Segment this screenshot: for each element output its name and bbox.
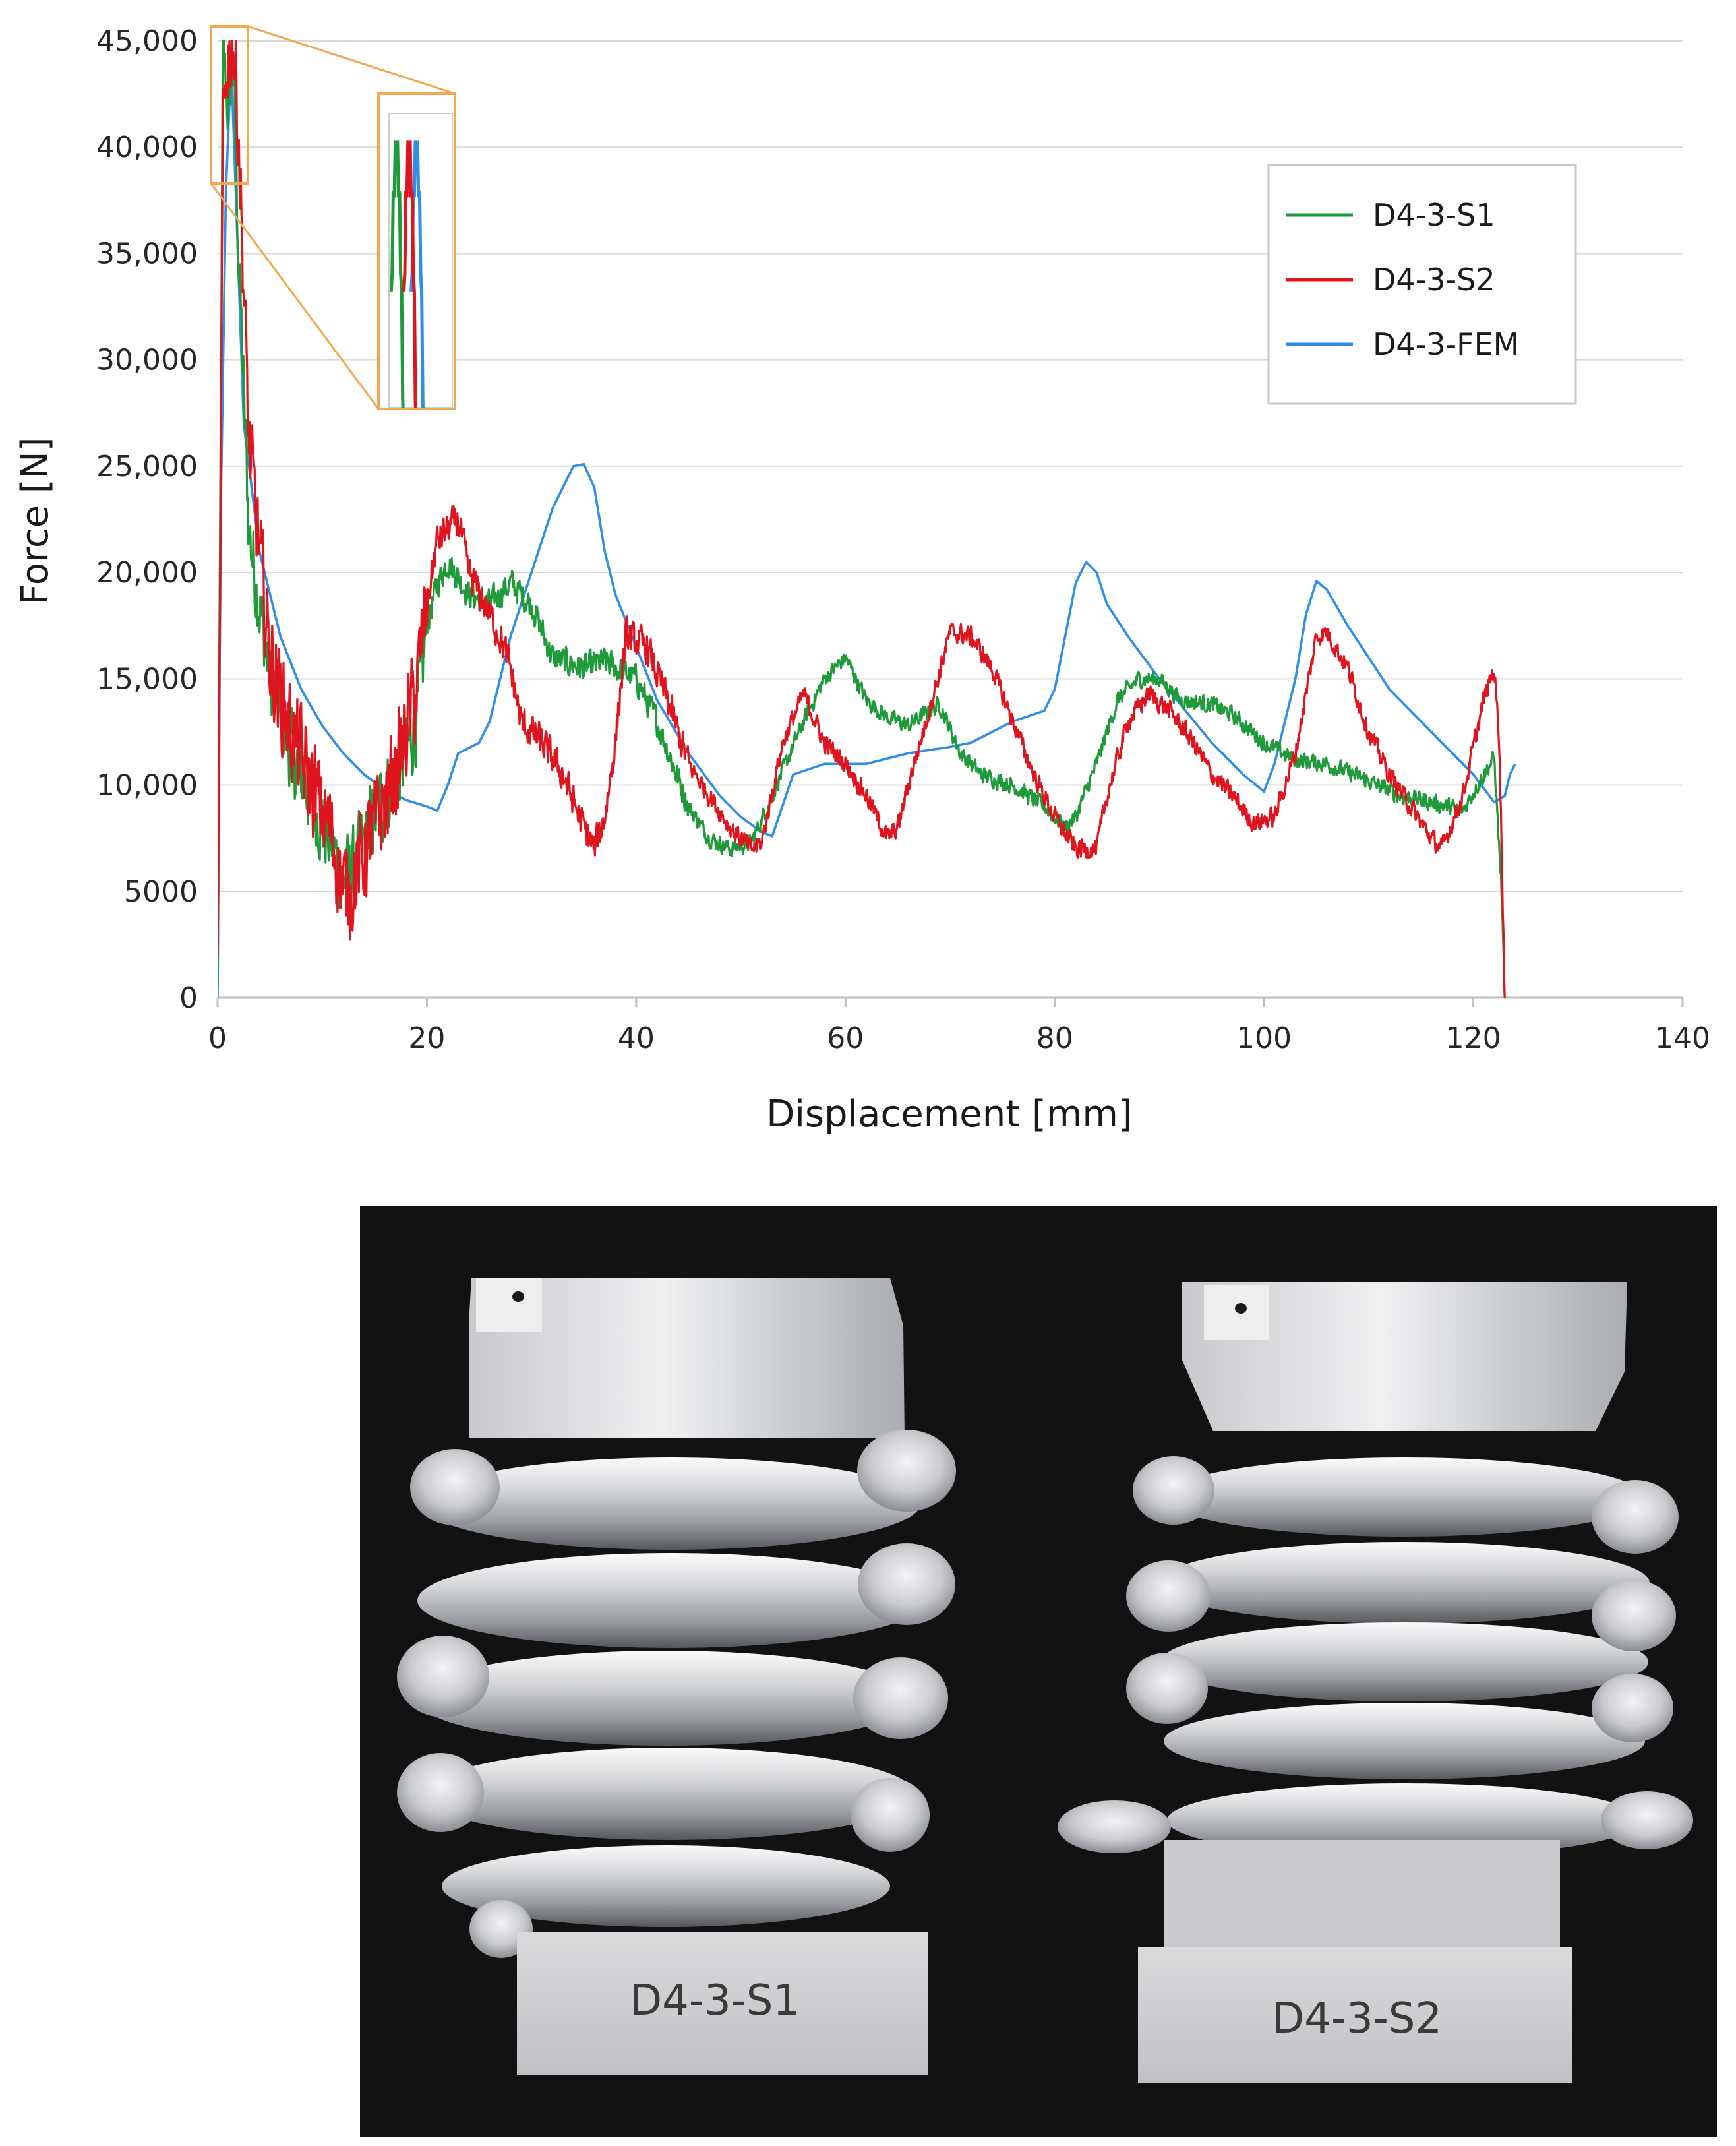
y-axis-title: Force [N] <box>14 437 57 605</box>
specimen-left-tag <box>476 1278 542 1332</box>
zoom-source-box <box>210 25 249 185</box>
inset-line-D4-3-S1 <box>389 140 405 408</box>
y-tick-label: 40,000 <box>96 131 198 164</box>
specimen-photo: D4-3-S1 <box>360 1206 1717 2137</box>
x-tick-label: 80 <box>1036 1022 1073 1055</box>
series-layer <box>218 40 1516 998</box>
gridlines <box>218 40 1683 892</box>
x-axis-ticks: 0 20 40 60 80 100 120 140 <box>208 998 1710 1055</box>
x-tick-label: 0 <box>208 1022 227 1055</box>
specimen-left-label: D4-3-S1 <box>630 1977 800 2025</box>
specimen-left: D4-3-S1 <box>397 1278 956 2075</box>
specimen-left-hole <box>512 1291 524 1302</box>
legend-box <box>1267 164 1577 405</box>
y-tick-label: 45,000 <box>96 24 198 58</box>
x-axis-title: Displacement [mm] <box>766 1093 1133 1136</box>
specimen-right-folds <box>1058 1456 1693 1857</box>
specimen-right-base <box>1138 1947 1572 2083</box>
x-tick-label: 20 <box>408 1022 445 1055</box>
legend-label-D4-3-FEM: D4-3-FEM <box>1373 326 1519 362</box>
x-tick-label: 40 <box>618 1022 655 1055</box>
specimen-right-label: D4-3-S2 <box>1272 1994 1442 2043</box>
zoom-inset-frame <box>388 113 453 408</box>
x-tick-label: 140 <box>1655 1022 1710 1055</box>
specimen-right: D4-3-S2 <box>1058 1282 1693 2083</box>
y-tick-label: 10,000 <box>96 769 198 803</box>
x-tick-label: 120 <box>1446 1022 1501 1055</box>
zoom-connector-top <box>247 25 456 95</box>
y-tick-label: 35,000 <box>96 237 198 270</box>
series-line-D4-3-FEM <box>218 61 1516 998</box>
legend-label-D4-3-S1: D4-3-S1 <box>1373 197 1495 233</box>
legend[interactable]: D4-3-S1 D4-3-S2 D4-3-FEM <box>1267 164 1577 405</box>
y-tick-label: 30,000 <box>96 344 198 377</box>
x-tick-label: 60 <box>827 1022 864 1055</box>
inset-line-D4-3-FEM <box>409 140 425 408</box>
specimen-left-folds <box>397 1430 956 1958</box>
specimen-right-top <box>1182 1282 1627 1431</box>
y-tick-label: 5000 <box>124 875 198 909</box>
x-tick-label: 100 <box>1236 1022 1292 1055</box>
y-tick-label: 20,000 <box>96 556 198 590</box>
specimen-left-top <box>469 1278 905 1438</box>
y-tick-label: 25,000 <box>96 450 198 483</box>
zoom-connector-bottom <box>210 183 380 410</box>
y-tick-label: 15,000 <box>96 662 198 696</box>
zoom-inset-series <box>389 140 425 408</box>
specimen-right-hole <box>1235 1303 1247 1314</box>
y-tick-label: 0 <box>179 981 198 1015</box>
specimen-left-base <box>517 1932 928 2075</box>
specimen-right-plate <box>1164 1840 1560 1965</box>
series-line-D4-3-S1 <box>218 40 1506 998</box>
legend-label-D4-3-S2: D4-3-S2 <box>1373 262 1495 297</box>
y-axis-ticks: 0 5000 10,000 15,000 20,000 25,000 30,000 35,00… <box>96 24 198 1015</box>
specimen-right-tag <box>1204 1285 1269 1340</box>
inset-line-D4-3-S2 <box>402 140 417 408</box>
series-line-D4-3-S2 <box>218 40 1506 998</box>
